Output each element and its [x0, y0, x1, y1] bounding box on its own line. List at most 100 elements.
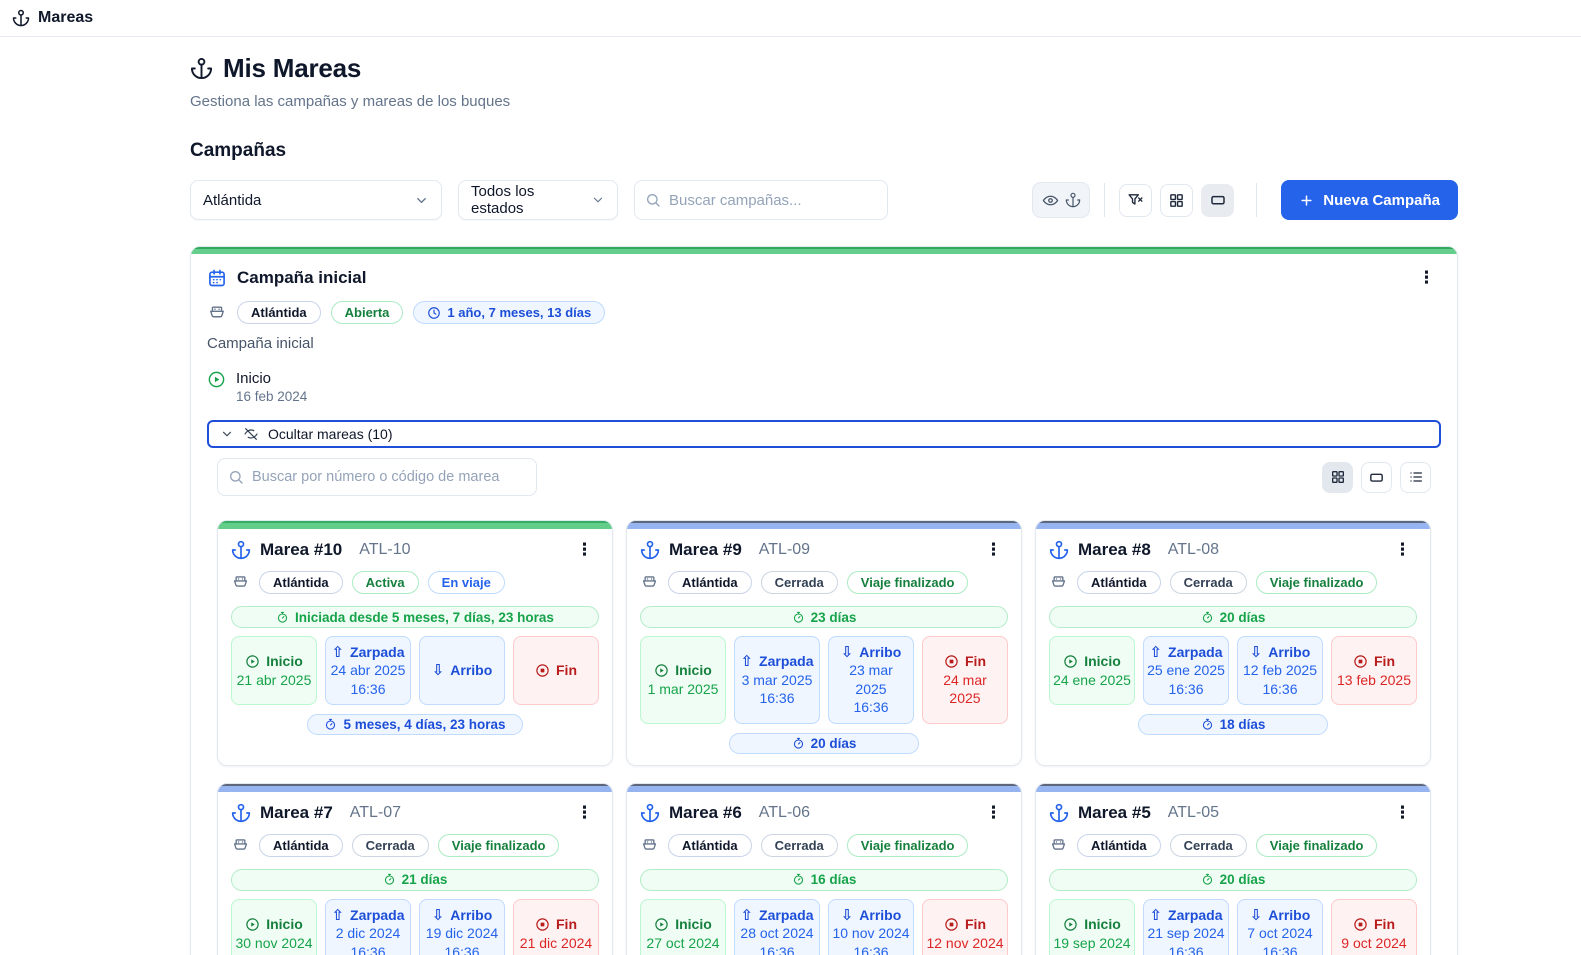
marea-code: ATL-10 [359, 541, 411, 558]
marea-menu-button[interactable]: ⋮ [979, 538, 1008, 562]
arrow-up-icon: ⇧ [1149, 642, 1163, 661]
arrow-up-icon: ⇧ [331, 642, 345, 661]
marea-accent-bar [1036, 521, 1430, 529]
campaign-accent-bar [191, 247, 1457, 254]
marea-menu-button[interactable]: ⋮ [979, 801, 1008, 825]
hide-mareas-toggle[interactable]: Ocultar mareas (10) [207, 420, 1441, 448]
marea-accent-bar [218, 521, 612, 529]
vessel-visibility-toggle[interactable] [1032, 182, 1091, 218]
marea-code: ATL-08 [1167, 541, 1220, 558]
marea-trip-badge: Viaje finalizado [846, 833, 969, 857]
grid-view-button[interactable] [1160, 183, 1194, 217]
stage-zarpada-time: 16:36 [1168, 943, 1204, 955]
toolbar-divider [1256, 183, 1258, 217]
anchor-icon [640, 540, 660, 560]
marea-elapsed-text: 23 días [810, 609, 857, 625]
stage-fin: Fin 9 oct 2024 [1331, 898, 1417, 955]
marea-name: Marea #10 [260, 540, 343, 559]
marea-accent-bar [218, 783, 612, 792]
marea-code: ATL-09 [758, 541, 811, 558]
mareas-grid: Marea #10 ATL-10 ⋮ Atlántida Activa En v… [207, 496, 1441, 955]
campaign-start-label: Inicio [236, 370, 272, 387]
anchor-icon [231, 540, 251, 560]
stage-arribo-label: Arribo [450, 906, 493, 923]
topbar: Mareas [0, 0, 1581, 37]
marea-menu-button[interactable]: ⋮ [570, 538, 599, 562]
stage-inicio-label: Inicio [266, 916, 303, 933]
stage-arribo: ⇩ Arribo 19 dic 2024 16:36 [419, 898, 505, 955]
marea-menu-button[interactable]: ⋮ [570, 801, 599, 825]
stopwatch-icon [792, 873, 805, 886]
marea-search-input[interactable] [252, 469, 526, 485]
marea-name: Marea #5 [1078, 802, 1151, 822]
marea-stages: Inicio 19 sep 2024 ⇧ Zarpada 21 sep 2024… [1049, 898, 1417, 955]
stage-inicio: Inicio 30 nov 2024 [231, 898, 317, 955]
clear-filters-button[interactable] [1119, 183, 1153, 217]
play-circle-icon [245, 654, 260, 669]
new-campaign-button[interactable]: Nueva Campaña [1281, 180, 1458, 220]
marea-voyage-duration-badge: 5 meses, 4 días, 23 horas [307, 714, 523, 736]
marea-grid-view-button[interactable] [1322, 461, 1353, 493]
card-view-button[interactable] [1201, 183, 1235, 217]
stage-arribo-date: 10 nov 2024 [832, 925, 910, 942]
stage-fin-date: 21 dic 2024 [519, 934, 593, 951]
marea-accent-bar [1036, 783, 1430, 792]
eye-off-icon [243, 426, 259, 442]
play-circle-icon [245, 917, 260, 932]
stopwatch-icon [1201, 873, 1214, 886]
anchor-icon [1049, 803, 1069, 823]
play-circle-icon [207, 370, 226, 389]
stop-circle-icon [944, 654, 959, 669]
marea-stages: Inicio 1 mar 2025 ⇧ Zarpada 3 mar 2025 1… [640, 636, 1008, 724]
stage-arribo-time: 16:36 [444, 943, 480, 955]
ship-icon [231, 836, 250, 855]
play-circle-icon [654, 663, 669, 678]
stage-arribo: ⇩ Arribo 23 mar 2025 16:36 [828, 636, 914, 724]
marea-card-view-button[interactable] [1361, 461, 1392, 493]
marea-voyage-duration-text: 5 meses, 4 días, 23 horas [343, 717, 506, 733]
stage-zarpada-date: 3 mar 2025 [741, 671, 813, 688]
stage-fin-date: 13 feb 2025 [1337, 671, 1411, 688]
play-circle-icon [1063, 654, 1078, 669]
stage-fin-label: Fin [965, 653, 986, 670]
stage-zarpada-time: 16:36 [350, 943, 386, 955]
marea-menu-button[interactable]: ⋮ [1388, 538, 1417, 562]
arrow-up-icon: ⇧ [1149, 905, 1163, 924]
marea-elapsed-badge: 20 días [1049, 606, 1417, 628]
marea-trip-badge: Viaje finalizado [846, 571, 969, 594]
marea-view-toggles [1322, 461, 1431, 493]
arrow-up-icon: ⇧ [331, 905, 345, 924]
calendar-icon [207, 268, 227, 288]
stopwatch-icon [1201, 718, 1214, 731]
status-filter-select[interactable]: Todos los estados [458, 180, 618, 220]
marea-trip-badge: Viaje finalizado [1255, 833, 1378, 857]
ship-icon [640, 836, 659, 855]
marea-status-badge: Cerrada [351, 833, 429, 857]
stage-zarpada-date: 28 oct 2024 [740, 925, 814, 942]
marea-menu-button[interactable]: ⋮ [1388, 801, 1417, 825]
stage-zarpada-label: Zarpada [759, 906, 814, 923]
campaign-search-input[interactable] [669, 191, 877, 209]
ship-icon [1049, 836, 1068, 855]
vessel-filter-select[interactable]: Atlántida [190, 180, 442, 220]
stage-fin-date: 9 oct 2024 [1341, 934, 1407, 951]
toolbar-divider [1104, 183, 1106, 217]
stopwatch-icon [276, 611, 289, 624]
stage-arribo-time: 16:36 [853, 943, 889, 955]
stop-circle-icon [1353, 654, 1368, 669]
chevron-down-icon [591, 193, 605, 207]
marea-list-view-button[interactable] [1400, 461, 1431, 493]
marea-trip-badge: Viaje finalizado [1255, 571, 1378, 594]
stage-arribo-label: Arribo [1268, 644, 1311, 660]
marea-name: Marea #7 [260, 802, 333, 822]
stage-fin-label: Fin [1374, 916, 1395, 933]
page-subtitle: Gestiona las campañas y mareas de los bu… [190, 93, 511, 110]
stage-inicio: Inicio 24 ene 2025 [1049, 636, 1135, 706]
stage-arribo-time: 16:36 [1262, 943, 1298, 955]
stage-inicio-label: Inicio [266, 653, 303, 670]
marea-voyage-duration-badge: 18 días [1138, 714, 1328, 736]
marea-card: Marea #9 ATL-09 ⋮ Atlántida Cerrada Viaj… [626, 520, 1022, 766]
marea-accent-bar [627, 783, 1021, 792]
campaign-menu-button[interactable]: ⋮ [1412, 266, 1441, 290]
marea-trip-badge: Viaje finalizado [437, 833, 560, 857]
